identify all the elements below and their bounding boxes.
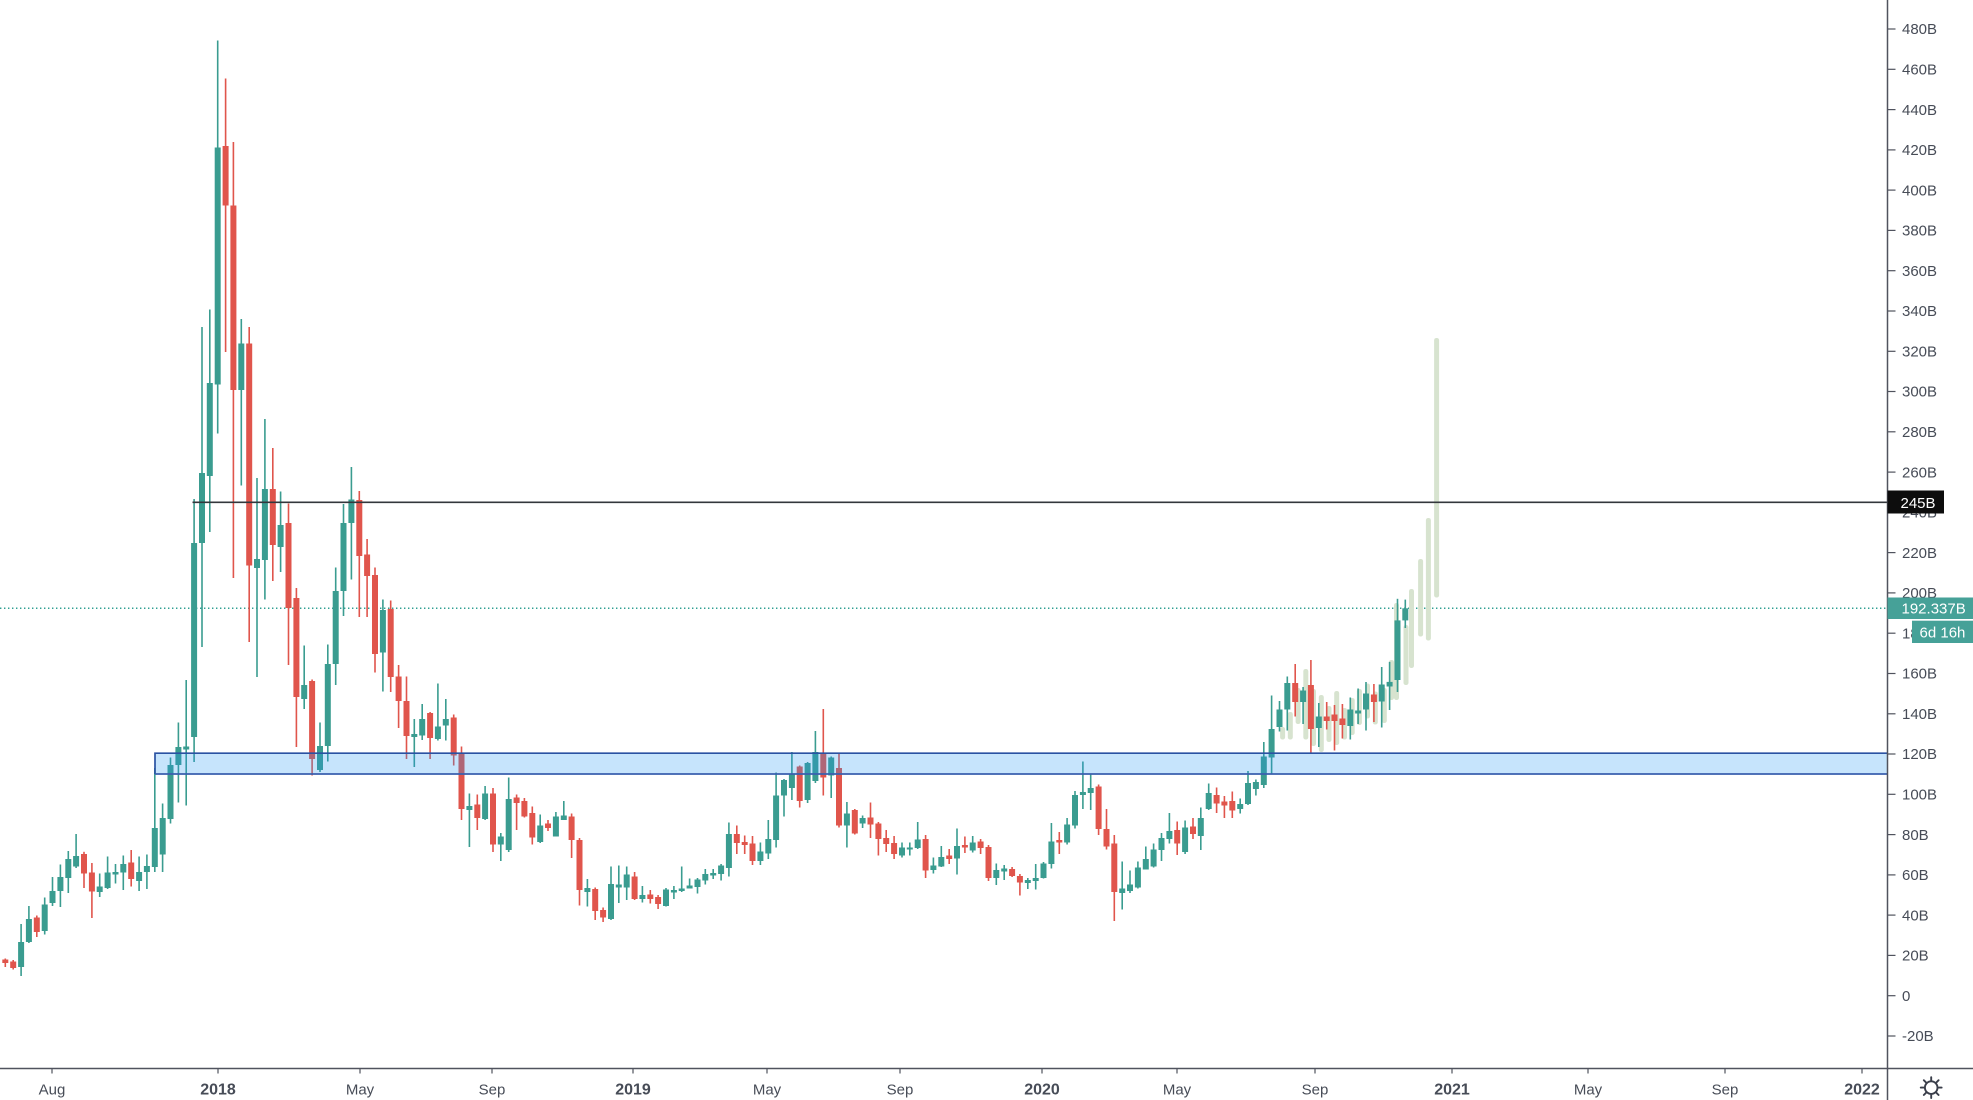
svg-text:340B: 340B (1902, 303, 1937, 320)
svg-text:100B: 100B (1902, 787, 1937, 804)
svg-text:40B: 40B (1902, 907, 1929, 924)
svg-text:120B: 120B (1902, 746, 1937, 763)
svg-text:380B: 380B (1902, 223, 1937, 240)
svg-text:245B: 245B (1901, 495, 1936, 512)
svg-text:300B: 300B (1902, 384, 1937, 401)
svg-text:Sep: Sep (887, 1081, 914, 1098)
svg-text:400B: 400B (1902, 182, 1937, 199)
svg-text:140B: 140B (1902, 706, 1937, 723)
svg-text:Sep: Sep (1302, 1081, 1329, 1098)
svg-text:460B: 460B (1902, 62, 1937, 79)
svg-text:220B: 220B (1902, 545, 1937, 562)
svg-text:6d 16h: 6d 16h (1920, 624, 1966, 641)
svg-text:2018: 2018 (200, 1081, 236, 1098)
svg-text:420B: 420B (1902, 142, 1937, 159)
svg-text:-20B: -20B (1902, 1028, 1934, 1045)
svg-text:2022: 2022 (1844, 1081, 1880, 1098)
svg-text:80B: 80B (1902, 827, 1929, 844)
svg-text:2021: 2021 (1434, 1081, 1470, 1098)
svg-text:0: 0 (1902, 988, 1910, 1005)
svg-text:20B: 20B (1902, 948, 1929, 965)
svg-text:280B: 280B (1902, 424, 1937, 441)
svg-text:2020: 2020 (1024, 1081, 1060, 1098)
svg-text:Sep: Sep (479, 1081, 506, 1098)
svg-text:Sep: Sep (1712, 1081, 1739, 1098)
svg-text:480B: 480B (1902, 21, 1937, 38)
svg-text:360B: 360B (1902, 263, 1937, 280)
svg-text:Aug: Aug (39, 1081, 66, 1098)
svg-text:320B: 320B (1902, 344, 1937, 361)
svg-text:160B: 160B (1902, 666, 1937, 683)
svg-text:2019: 2019 (615, 1081, 651, 1098)
svg-text:May: May (1574, 1081, 1603, 1098)
svg-text:May: May (346, 1081, 375, 1098)
svg-text:May: May (753, 1081, 782, 1098)
svg-text:May: May (1163, 1081, 1192, 1098)
svg-text:60B: 60B (1902, 867, 1929, 884)
svg-text:440B: 440B (1902, 102, 1937, 119)
svg-text:192.337B: 192.337B (1902, 601, 1966, 618)
svg-text:260B: 260B (1902, 464, 1937, 481)
